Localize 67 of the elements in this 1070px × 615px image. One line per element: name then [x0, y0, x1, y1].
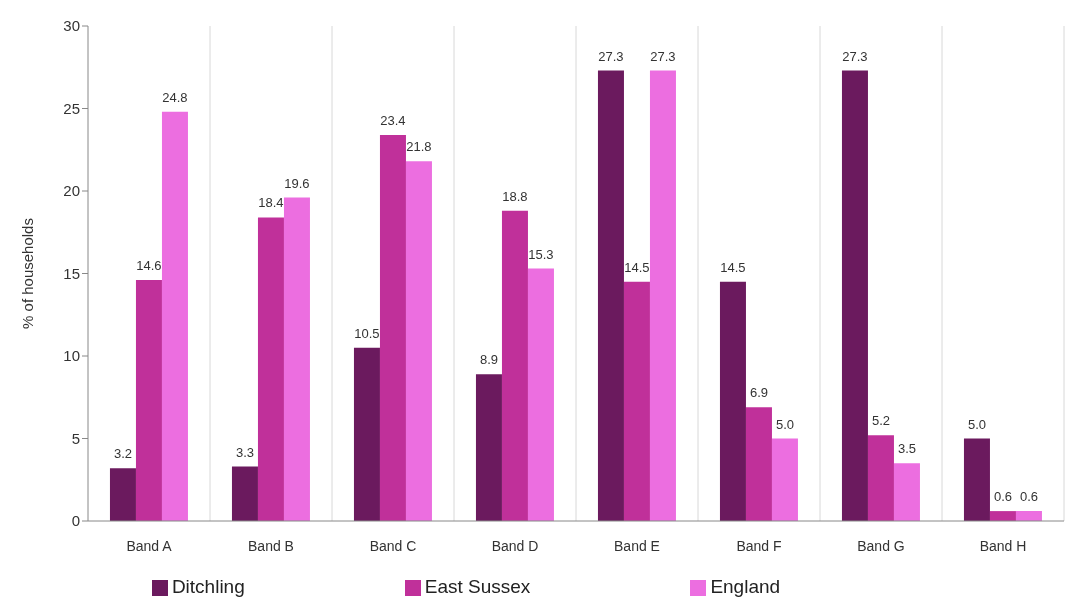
y-tick-label: 25 — [63, 99, 80, 117]
data-label: 23.4 — [380, 112, 406, 128]
y-tick-label: 30 — [63, 17, 80, 35]
data-label: 27.3 — [598, 48, 624, 64]
legend-label: England — [710, 576, 781, 597]
data-label: 3.3 — [235, 444, 254, 460]
x-tick-label: Band A — [126, 537, 173, 554]
bar — [161, 111, 188, 521]
x-tick-label: Band E — [614, 537, 660, 554]
bar — [135, 280, 162, 521]
data-label: 14.5 — [720, 259, 746, 275]
bar — [771, 438, 798, 521]
y-tick-label: 20 — [63, 182, 80, 200]
bar — [527, 268, 554, 521]
data-label: 5.2 — [871, 413, 890, 429]
data-label: 8.9 — [479, 352, 498, 368]
y-tick-label: 0 — [71, 512, 80, 530]
x-tick-label: Band G — [857, 537, 905, 554]
bar — [379, 134, 406, 521]
data-label: 5.0 — [775, 416, 794, 432]
x-tick-label: Band D — [491, 537, 539, 554]
bar — [1015, 511, 1042, 521]
data-label: 15.3 — [528, 246, 554, 262]
bar — [353, 347, 380, 521]
data-label: 14.6 — [136, 258, 162, 274]
bar — [501, 210, 528, 521]
data-label: 19.6 — [284, 175, 310, 191]
data-label: 21.8 — [406, 139, 432, 155]
y-tick-label: 10 — [63, 347, 80, 365]
x-tick-label: Band B — [248, 537, 294, 554]
data-label: 0.6 — [1019, 489, 1038, 505]
bar — [475, 374, 502, 521]
data-label: 27.3 — [842, 48, 868, 64]
bar — [405, 161, 432, 521]
bar — [745, 407, 772, 521]
data-label: 10.5 — [354, 325, 380, 341]
bar — [283, 197, 310, 521]
bar — [893, 463, 920, 521]
bar — [109, 468, 136, 521]
data-label: 18.8 — [502, 188, 528, 204]
bar — [231, 466, 258, 521]
x-tick-label: Band H — [979, 537, 1027, 554]
bar — [989, 511, 1016, 521]
data-label: 3.5 — [897, 441, 916, 457]
data-label: 24.8 — [162, 89, 188, 105]
y-tick-label: 15 — [63, 264, 80, 282]
bar — [257, 217, 284, 521]
data-label: 0.6 — [993, 489, 1012, 505]
bar — [649, 70, 676, 521]
bar — [841, 70, 868, 521]
bar — [597, 70, 624, 521]
data-label: 18.4 — [258, 195, 284, 211]
data-label: 14.5 — [624, 259, 650, 275]
legend-label: East Sussex — [424, 576, 531, 597]
bar — [623, 281, 650, 521]
legend-label: Ditchling — [171, 576, 245, 597]
bar — [867, 435, 894, 521]
data-label: 6.9 — [749, 385, 768, 401]
bar — [963, 438, 990, 521]
y-axis-title: % of households — [19, 218, 37, 329]
bar — [719, 281, 746, 521]
data-label: 3.2 — [113, 446, 132, 462]
x-tick-label: Band C — [369, 537, 417, 554]
x-tick-label: Band F — [736, 537, 782, 554]
data-label: 27.3 — [650, 48, 676, 64]
data-label: 5.0 — [967, 416, 986, 432]
y-tick-label: 5 — [71, 429, 80, 447]
